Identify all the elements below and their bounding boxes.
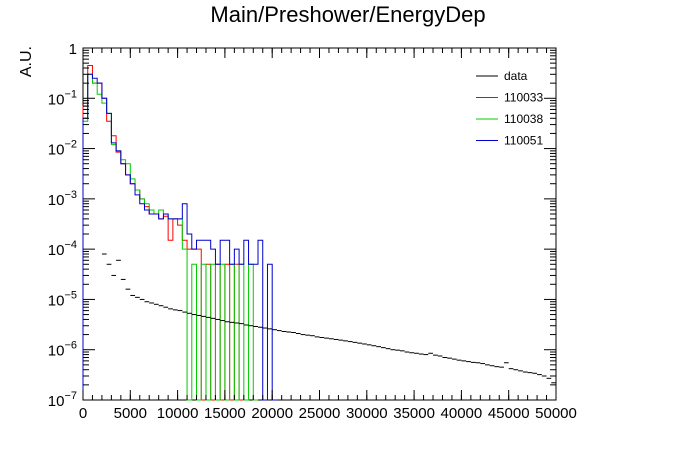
legend: data 110033 110038 110051 — [476, 69, 543, 148]
x-tick-label: 5000 — [114, 405, 147, 422]
x-tick-label: 50000 — [535, 405, 577, 422]
legend-label-110051: 110051 — [504, 134, 543, 148]
axis-ticks: 0 5000 10000 15000 20000 25000 30000 35000 40000… — [48, 41, 577, 422]
y-tick-label: 10−2 — [48, 139, 77, 159]
y-axis-title: A.U. — [18, 46, 35, 77]
series-line-110051 — [82, 73, 277, 401]
x-tick-label: 15000 — [204, 405, 246, 422]
legend-label-110038: 110038 — [504, 112, 543, 126]
y-tick-label: 10−4 — [48, 239, 77, 259]
x-tick-label: 40000 — [441, 405, 483, 422]
x-tick-label: 10000 — [157, 405, 199, 422]
legend-label-data: data — [504, 69, 528, 83]
x-tick-label: 20000 — [251, 405, 293, 422]
x-tick-label: 30000 — [346, 405, 388, 422]
y-tick-label: 10−3 — [48, 189, 77, 209]
chart-title: Main/Preshower/EnergyDep — [210, 2, 485, 27]
x-tick-label: 25000 — [299, 405, 341, 422]
legend-label-110033: 110033 — [504, 91, 543, 105]
y-tick-label: 10−6 — [48, 340, 77, 360]
y-tick-label: 1 — [69, 41, 77, 58]
y-tick-label: 10−5 — [48, 289, 77, 309]
x-tick-label: 0 — [79, 405, 87, 422]
x-tick-label: 45000 — [488, 405, 530, 422]
y-tick-label: 10−1 — [48, 88, 77, 108]
x-tick-label: 35000 — [393, 405, 435, 422]
y-tick-label: 10−7 — [48, 390, 77, 410]
